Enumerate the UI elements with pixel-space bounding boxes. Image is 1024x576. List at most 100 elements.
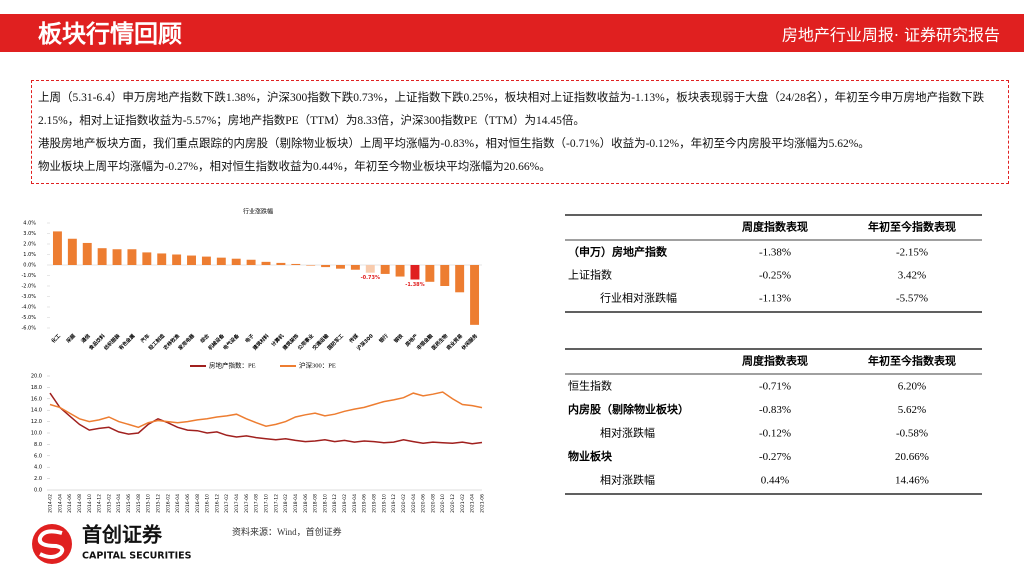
x-tick-label: 2015-02 [106, 494, 112, 513]
bar [306, 265, 316, 266]
bar [231, 258, 241, 265]
x-tick-label: 2014-02 [48, 494, 54, 513]
bar [470, 265, 480, 325]
x-tick-label: 2018-10 [322, 494, 328, 513]
table-cell: （申万）房地产指数 [568, 245, 668, 259]
bar-chart-title: 行业涨跌幅 [243, 207, 273, 215]
y-tick-label: -2.0% [21, 284, 36, 290]
value-label: -1.38% [405, 282, 424, 288]
y-tick-label: 3.0% [23, 231, 36, 237]
x-tick-label: 建筑材料 [251, 333, 271, 353]
x-tick-label: 2020-10 [440, 494, 446, 513]
y-tick-label: 2.0 [34, 476, 42, 482]
x-tick-label: 2018-06 [303, 494, 309, 513]
table-cell: -0.27% [759, 451, 791, 463]
table-cell: -1.38% [759, 247, 791, 259]
y-tick-label: 12.0 [31, 419, 42, 425]
bar [425, 265, 435, 282]
x-tick-label: 2018-04 [293, 494, 299, 513]
column-header: 周度指数表现 [742, 220, 808, 234]
x-tick-label: 2014-12 [97, 494, 103, 513]
table-cell: 5.62% [898, 404, 926, 416]
table-cell: 0.44% [761, 475, 789, 487]
x-tick-label: 2019-04 [352, 494, 358, 513]
y-tick-label: -1.0% [21, 273, 36, 279]
x-tick-label: 2017-10 [264, 494, 270, 513]
x-tick-label: 2017-08 [254, 494, 260, 513]
x-tick-label: 2019-08 [372, 494, 378, 513]
bar [201, 256, 211, 265]
x-tick-label: 2020-02 [401, 494, 407, 513]
bar [395, 265, 405, 277]
bar [261, 261, 271, 265]
summary-text: 物业板块上周平均涨幅为-0.27%，相对恒生指数收益为0.44%，年初至今物业板… [38, 161, 551, 173]
value-label: -0.73% [361, 275, 380, 281]
x-tick-label: 传媒 [347, 332, 360, 345]
bar [97, 248, 107, 265]
table-cell: -5.57% [896, 293, 928, 305]
logo-en: CAPITAL SECURITIES [82, 551, 192, 562]
x-tick-label: 2015-10 [146, 494, 152, 513]
bar [187, 255, 196, 265]
header-right: 房地产行业周报· 证券研究报告 [782, 26, 1000, 45]
line-series [49, 392, 483, 445]
x-tick-label: 2014-04 [57, 494, 63, 513]
x-tick-label: 2018-02 [283, 494, 289, 513]
table-cell: 上证指数 [568, 268, 612, 282]
bar [350, 265, 360, 270]
x-tick-label: 2019-02 [342, 494, 348, 513]
bar [112, 249, 122, 265]
table-cell: -2.15% [896, 247, 928, 259]
y-tick-label: 0.0% [23, 263, 36, 269]
x-tick-label: 电子 [244, 333, 256, 345]
x-tick-label: 沪深300 [355, 332, 375, 352]
y-tick-label: 4.0% [23, 221, 36, 227]
x-tick-label: 通信 [80, 333, 92, 345]
table-cell: 行业相对涨跌幅 [600, 291, 677, 305]
x-tick-label: 采掘 [64, 333, 77, 346]
bar [410, 265, 420, 280]
table-cell: 物业板块 [568, 449, 613, 463]
x-tick-label: 2014-10 [87, 494, 93, 513]
x-tick-label: 2019-06 [362, 494, 368, 513]
x-tick-label: 2021-02 [460, 494, 466, 513]
y-tick-label: 8.0 [34, 442, 42, 448]
logo-cn: 首创证券 [82, 523, 163, 547]
x-tick-label: 休闲服务 [459, 332, 480, 353]
x-tick-label: 2014-06 [67, 494, 73, 513]
bar [321, 265, 331, 268]
y-tick-label: 16.0 [31, 396, 42, 402]
table-cell: 内房股（剔除物业板块） [568, 402, 689, 416]
bar [127, 249, 137, 265]
summary-text: 港股房地产板块方面，我们重点跟踪的内房股（剔除物业板块）上周平均涨幅为-0.83… [38, 138, 870, 150]
x-tick-label: 2015-06 [126, 494, 132, 513]
bar [52, 231, 62, 265]
x-tick-label: 2015-08 [136, 494, 142, 513]
column-header: 年初至今指数表现 [868, 354, 956, 368]
bar [82, 242, 92, 265]
y-tick-label: 0.0 [34, 488, 42, 494]
y-tick-label: 1.0% [23, 252, 36, 258]
table-cell: -0.83% [759, 404, 791, 416]
x-tick-label: 2017-04 [234, 494, 240, 513]
x-tick-label: 家用电器 [177, 332, 197, 352]
x-tick-label: 2016-08 [195, 494, 201, 513]
y-tick-label: -5.0% [21, 315, 36, 321]
source: 资料来源：Wind，首创证券 [232, 526, 342, 537]
x-tick-label: 钢铁 [393, 332, 406, 345]
bar [440, 265, 450, 286]
logo-s [37, 529, 65, 559]
legend-label: 沪深300：PE [299, 360, 336, 369]
x-tick-label: 建筑装饰 [280, 333, 300, 353]
bar [291, 263, 301, 265]
bar [336, 265, 345, 269]
x-tick-label: 国防军工 [326, 333, 345, 352]
bar [246, 259, 256, 265]
x-tick-label: 2020-08 [430, 494, 436, 513]
header-bar [0, 14, 1024, 52]
x-tick-label: 化工 [50, 333, 62, 345]
table-cell: 3.42% [898, 270, 926, 282]
x-tick-label: 2020-06 [421, 494, 427, 513]
